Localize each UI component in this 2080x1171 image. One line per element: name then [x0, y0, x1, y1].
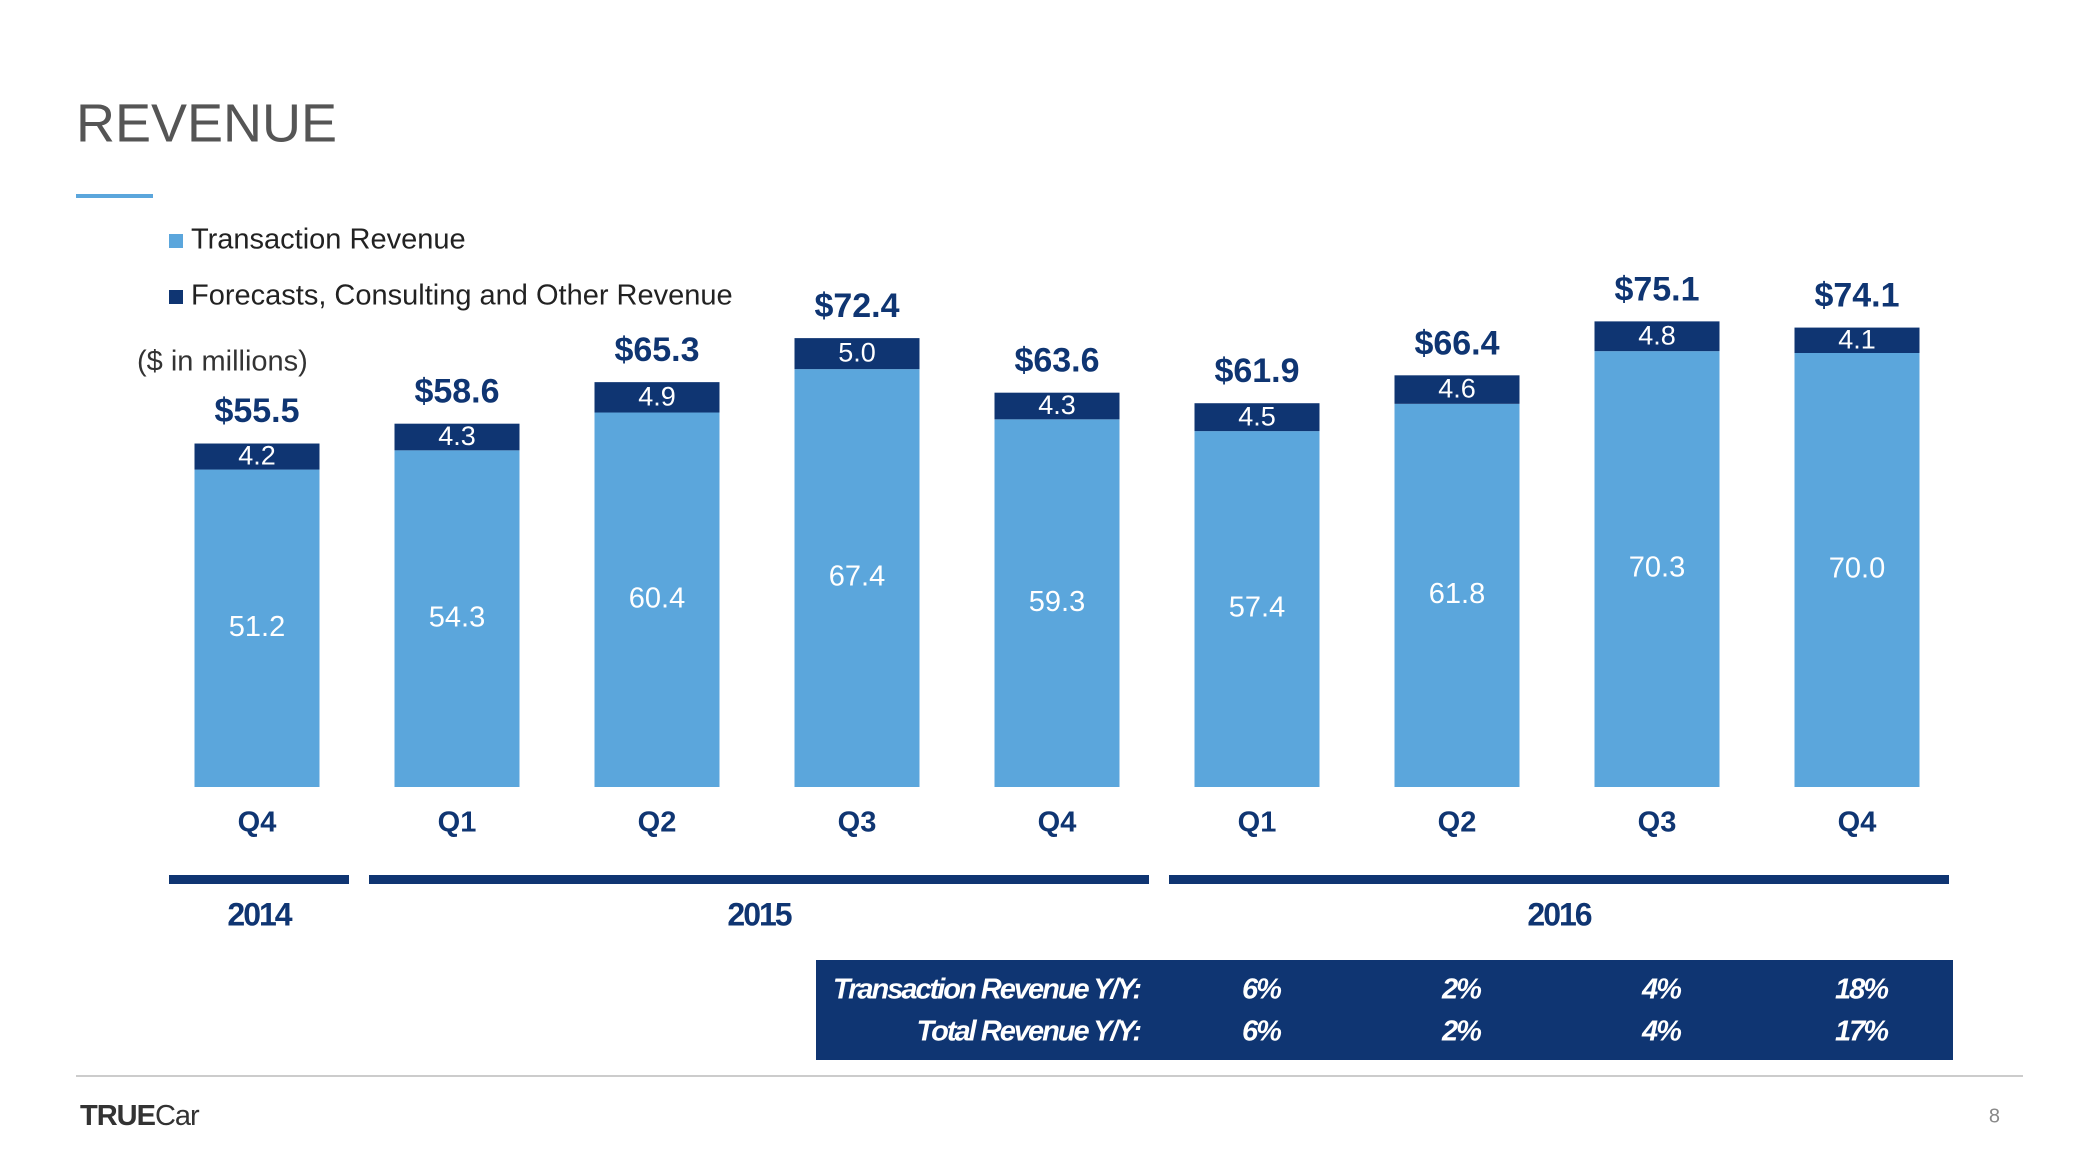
yoy-cell: 4%: [1641, 1016, 1681, 1048]
x-tick-label: Q4: [238, 807, 277, 839]
segment-label: 61.8: [1429, 578, 1485, 610]
legend-swatch: [169, 290, 183, 304]
total-label: $66.4: [1414, 324, 1499, 362]
logo: TRUECar: [80, 1100, 200, 1132]
total-label: $63.6: [1014, 342, 1099, 380]
total-label: $58.6: [414, 373, 499, 411]
bar-segment: [1194, 431, 1320, 787]
yoy-row-label: Transaction Revenue Y/Y:: [833, 974, 1141, 1006]
bar-segment: [994, 419, 1120, 787]
year-label: 2016: [1527, 896, 1591, 932]
bar-segment: [794, 369, 920, 787]
yoy-cell: 6%: [1242, 1016, 1281, 1048]
bar-segment: [1794, 327, 1920, 353]
x-tick-label: Q2: [638, 807, 677, 839]
logo-bold: TRUE: [80, 1100, 156, 1132]
bar-segment: [594, 412, 720, 787]
segment-label: 4.6: [1438, 374, 1476, 404]
total-label: $72.4: [814, 287, 899, 325]
bar-segment: [1394, 375, 1520, 404]
year-label: 2014: [227, 896, 292, 932]
segment-label: 70.0: [1829, 553, 1885, 585]
total-label: $74.1: [1814, 277, 1899, 315]
total-label: $55.5: [214, 392, 299, 430]
bar-segment: [594, 382, 720, 413]
bar-segment: [994, 392, 1120, 420]
segment-label: 51.2: [229, 611, 285, 643]
x-tick-label: Q3: [838, 807, 877, 839]
segment-label: 4.9: [638, 381, 676, 411]
yoy-cell: 17%: [1835, 1016, 1888, 1048]
page-number: 8: [1989, 1105, 2000, 1127]
segment-label: 60.4: [629, 582, 685, 614]
x-tick-label: Q4: [1838, 807, 1877, 839]
year-bracket: [169, 875, 349, 884]
x-tick-label: Q1: [1238, 807, 1277, 839]
x-tick-label: Q3: [1638, 807, 1677, 839]
yoy-table: [816, 960, 1953, 1060]
logo-light: Car: [155, 1100, 200, 1132]
title-underline: [76, 194, 153, 198]
segment-label: 59.3: [1029, 586, 1085, 618]
yoy-cell: 18%: [1835, 974, 1888, 1006]
segment-label: 67.4: [829, 561, 885, 593]
segment-label: 4.3: [1038, 390, 1076, 420]
year-bracket: [369, 875, 1149, 884]
x-tick-label: Q4: [1038, 807, 1077, 839]
x-tick-label: Q2: [1438, 807, 1477, 839]
bar-segment: [1194, 403, 1320, 432]
bar-segment: [1794, 353, 1920, 787]
yoy-cell: 6%: [1242, 974, 1281, 1006]
year-label: 2015: [727, 896, 791, 932]
bar-segment: [194, 469, 320, 787]
segment-label: 4.3: [438, 421, 476, 451]
bar-segment: [1594, 351, 1720, 787]
yoy-cell: 2%: [1441, 1016, 1481, 1048]
yoy-row-label: Total Revenue Y/Y:: [917, 1016, 1142, 1048]
legend-label: Transaction Revenue: [191, 224, 466, 256]
segment-label: 4.8: [1638, 320, 1676, 350]
bar-segment: [394, 450, 520, 787]
year-bracket: [1169, 875, 1949, 884]
bar-segment: [194, 443, 320, 470]
segment-label: 4.2: [238, 441, 276, 471]
legend-label: Forecasts, Consulting and Other Revenue: [191, 280, 733, 312]
bar-segment: [794, 338, 920, 370]
legend-swatch: [169, 234, 183, 248]
segment-label: 5.0: [838, 338, 876, 368]
x-tick-label: Q1: [438, 807, 477, 839]
total-label: $75.1: [1614, 270, 1699, 308]
yoy-cell: 4%: [1641, 974, 1681, 1006]
segment-label: 4.5: [1238, 401, 1276, 431]
units-note: ($ in millions): [137, 346, 308, 378]
bar-segment: [394, 423, 520, 451]
segment-label: 4.1: [1838, 324, 1876, 354]
total-label: $65.3: [614, 331, 699, 369]
total-label: $61.9: [1214, 352, 1299, 390]
slide-title: REVENUE: [76, 93, 337, 153]
segment-label: 70.3: [1629, 552, 1685, 584]
segment-label: 57.4: [1229, 592, 1285, 624]
yoy-cell: 2%: [1441, 974, 1481, 1006]
segment-label: 54.3: [429, 601, 485, 633]
bar-segment: [1594, 321, 1720, 352]
bar-segment: [1394, 403, 1520, 787]
